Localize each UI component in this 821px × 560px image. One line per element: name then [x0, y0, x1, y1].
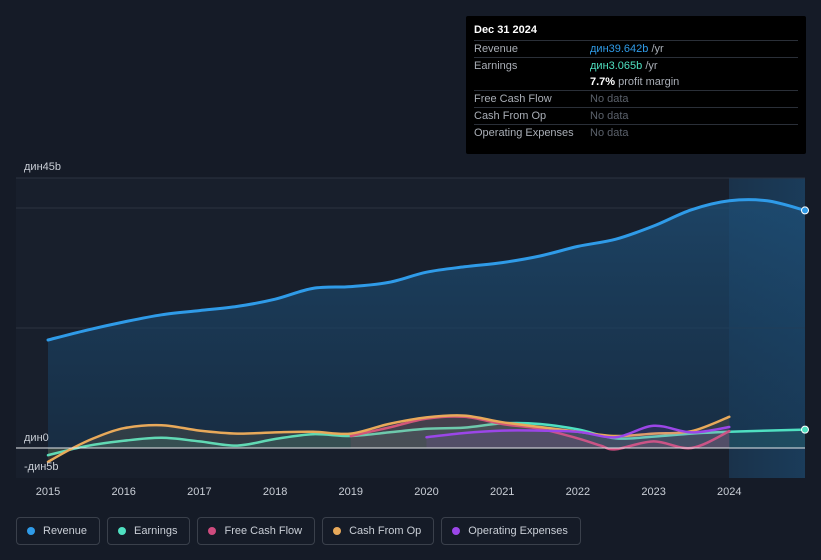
legend-label: Free Cash Flow	[224, 525, 303, 537]
x-tick-label: 2017	[187, 486, 211, 498]
opex-value: No data	[590, 127, 629, 139]
revenue-unit: /yr	[648, 43, 664, 55]
profit-margin-value: 7.7%	[590, 76, 616, 88]
legend: Revenue Earnings Free Cash Flow Cash Fro…	[16, 517, 588, 545]
tooltip-row-earnings: Earnings дин3.065b /yr	[474, 57, 798, 74]
earnings-value: дин3.065b	[590, 60, 643, 72]
cash-from-op-dot-icon	[333, 527, 342, 535]
earnings-line	[46, 421, 807, 457]
tooltip-label: Cash From Op	[474, 110, 547, 122]
y-label-top: дин45b	[24, 161, 61, 173]
free-cash-flow-area	[350, 416, 730, 450]
x-tick-label: 2018	[263, 486, 287, 498]
earnings-endpoint	[801, 425, 809, 434]
line-chart: дин45b дин0 -дин5b 2015 2016 2017 2018 2019 2…	[16, 161, 809, 498]
revenue-line	[46, 198, 807, 342]
legend-label: Earnings	[134, 525, 178, 537]
tooltip-label: Earnings	[474, 60, 518, 72]
tooltip-label: Operating Expenses	[474, 127, 574, 139]
x-tick-label: 2016	[111, 486, 135, 498]
x-tick-label: 2022	[566, 486, 590, 498]
tooltip-row-revenue: Revenue дин39.642b /yr	[474, 40, 798, 57]
legend-free-cash-flow[interactable]: Free Cash Flow	[197, 517, 316, 545]
tooltip-row-margin: 7.7% profit margin	[474, 74, 798, 90]
tooltip-label	[474, 74, 590, 90]
legend-label: Revenue	[43, 525, 88, 537]
tooltip: Dec 31 2024 Revenue дин39.642b /yr Earni…	[466, 16, 806, 154]
x-tick-label: 2019	[339, 486, 363, 498]
x-tick-label: 2024	[717, 486, 741, 498]
y-label-zero: дин0	[24, 432, 49, 444]
y-label-bottom: -дин5b	[24, 461, 59, 473]
earnings-dot-icon	[118, 527, 127, 535]
tooltip-date: Dec 31 2024	[474, 24, 537, 36]
cash-from-op-area	[48, 415, 730, 462]
tooltip-row-opex: Operating Expenses No data	[474, 124, 798, 141]
free-cash-flow-dot-icon	[208, 527, 217, 535]
legend-cash-from-op[interactable]: Cash From Op	[322, 517, 435, 545]
revenue-area	[48, 199, 805, 448]
legend-revenue[interactable]: Revenue	[16, 517, 101, 545]
free-cash-flow-line	[349, 415, 731, 451]
x-tick-label: 2015	[36, 486, 60, 498]
fcf-value: No data	[590, 93, 629, 105]
x-tick-label: 2021	[490, 486, 514, 498]
revenue-endpoint	[801, 206, 809, 215]
profit-margin-unit: profit margin	[615, 76, 680, 88]
tooltip-row-cfo: Cash From Op No data	[474, 107, 798, 124]
operating-expenses-line	[425, 424, 731, 439]
x-tick-label: 2020	[414, 486, 438, 498]
earnings-area	[48, 423, 805, 456]
operating-expenses-dot-icon	[452, 527, 461, 535]
revenue-dot-icon	[27, 527, 35, 535]
tooltip-label: Revenue	[474, 43, 519, 55]
legend-earnings[interactable]: Earnings	[107, 517, 191, 545]
x-tick-label: 2023	[641, 486, 665, 498]
tooltip-row-fcf: Free Cash Flow No data	[474, 90, 798, 107]
earnings-unit: /yr	[642, 60, 658, 72]
tooltip-label: Free Cash Flow	[474, 93, 552, 105]
legend-label: Cash From Op	[349, 525, 422, 537]
cash-from-op-line	[46, 414, 731, 464]
revenue-value: дин39.642b	[590, 43, 649, 55]
cfo-value: No data	[590, 110, 629, 122]
legend-operating-expenses[interactable]: Operating Expenses	[441, 517, 581, 545]
legend-label: Operating Expenses	[468, 525, 568, 537]
